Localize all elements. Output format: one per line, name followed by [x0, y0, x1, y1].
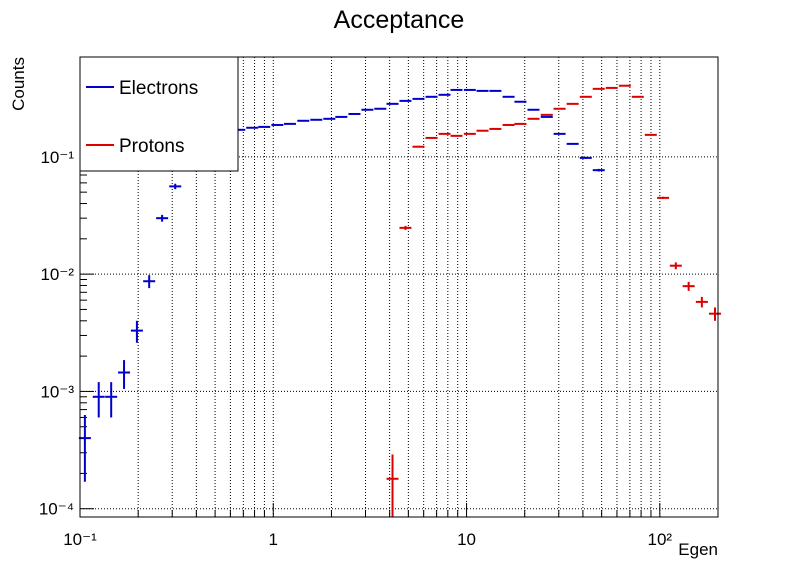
data-point [669, 262, 682, 270]
legend-box [79, 56, 239, 172]
data-point [450, 88, 463, 91]
y-axis-label: Counts [9, 57, 28, 111]
data-point [399, 99, 412, 102]
data-point [425, 136, 438, 139]
x-tick-label: 10⁻¹ [63, 530, 97, 549]
data-point [566, 102, 579, 105]
data-point [463, 88, 476, 91]
data-point [386, 102, 399, 105]
y-tick-label: 10⁻¹ [40, 148, 74, 167]
data-point [246, 126, 259, 129]
data-point [566, 142, 579, 145]
data-point [579, 156, 592, 159]
data-point [78, 414, 91, 482]
data-point [540, 113, 553, 116]
data-point [283, 122, 296, 125]
data-point [540, 115, 553, 118]
data-point [348, 112, 361, 115]
data-point [297, 119, 310, 122]
data-point [579, 95, 592, 98]
data-point [709, 307, 722, 321]
data-point [323, 117, 336, 120]
data-point [118, 360, 131, 389]
x-tick-label: 10 [457, 530, 476, 549]
data-point [156, 214, 169, 222]
x-axis-label: Egen [678, 540, 718, 559]
y-tick-label: 10⁻² [40, 265, 74, 284]
legend-label: Protons [119, 136, 184, 157]
data-point [271, 123, 284, 126]
data-point [527, 108, 540, 111]
data-point [553, 107, 566, 110]
legend-label: Electrons [119, 78, 198, 99]
data-point [412, 97, 425, 100]
data-point [514, 100, 527, 103]
data-point [438, 132, 451, 135]
chart-title: Acceptance [334, 6, 465, 34]
x-tick-label: 1 [269, 530, 278, 549]
data-point [130, 320, 143, 343]
data-point [425, 95, 438, 98]
data-point [335, 115, 348, 118]
data-point [618, 84, 631, 87]
data-point [399, 225, 412, 230]
data-point [476, 89, 489, 92]
data-point [631, 95, 644, 98]
data-point [310, 118, 323, 121]
data-point [644, 133, 657, 136]
data-point [489, 89, 502, 92]
data-point [386, 454, 399, 517]
data-point [553, 132, 566, 135]
data-point [695, 296, 708, 308]
data-point [476, 129, 489, 132]
data-point [592, 168, 605, 172]
plot-frame [79, 56, 719, 518]
data-point [502, 123, 515, 126]
data-point [682, 281, 695, 291]
data-point [502, 95, 515, 98]
data-point [143, 275, 156, 289]
data-point [361, 108, 374, 111]
data-point [657, 196, 670, 200]
data-point [438, 93, 451, 96]
data-point [258, 125, 271, 128]
y-tick-label: 10⁻⁴ [39, 500, 74, 519]
data-point [412, 145, 425, 148]
data-point [169, 183, 182, 190]
data-point [105, 382, 118, 418]
data-point [489, 127, 502, 130]
data-point [450, 134, 463, 137]
data-point [463, 132, 476, 135]
x-tick-label: 10² [648, 530, 673, 549]
data-point [592, 87, 605, 90]
data-point [527, 117, 540, 120]
data-point [374, 107, 387, 110]
y-tick-label: 10⁻³ [40, 382, 74, 401]
data-point [605, 86, 618, 89]
data-point [92, 382, 105, 418]
data-point [514, 122, 527, 125]
